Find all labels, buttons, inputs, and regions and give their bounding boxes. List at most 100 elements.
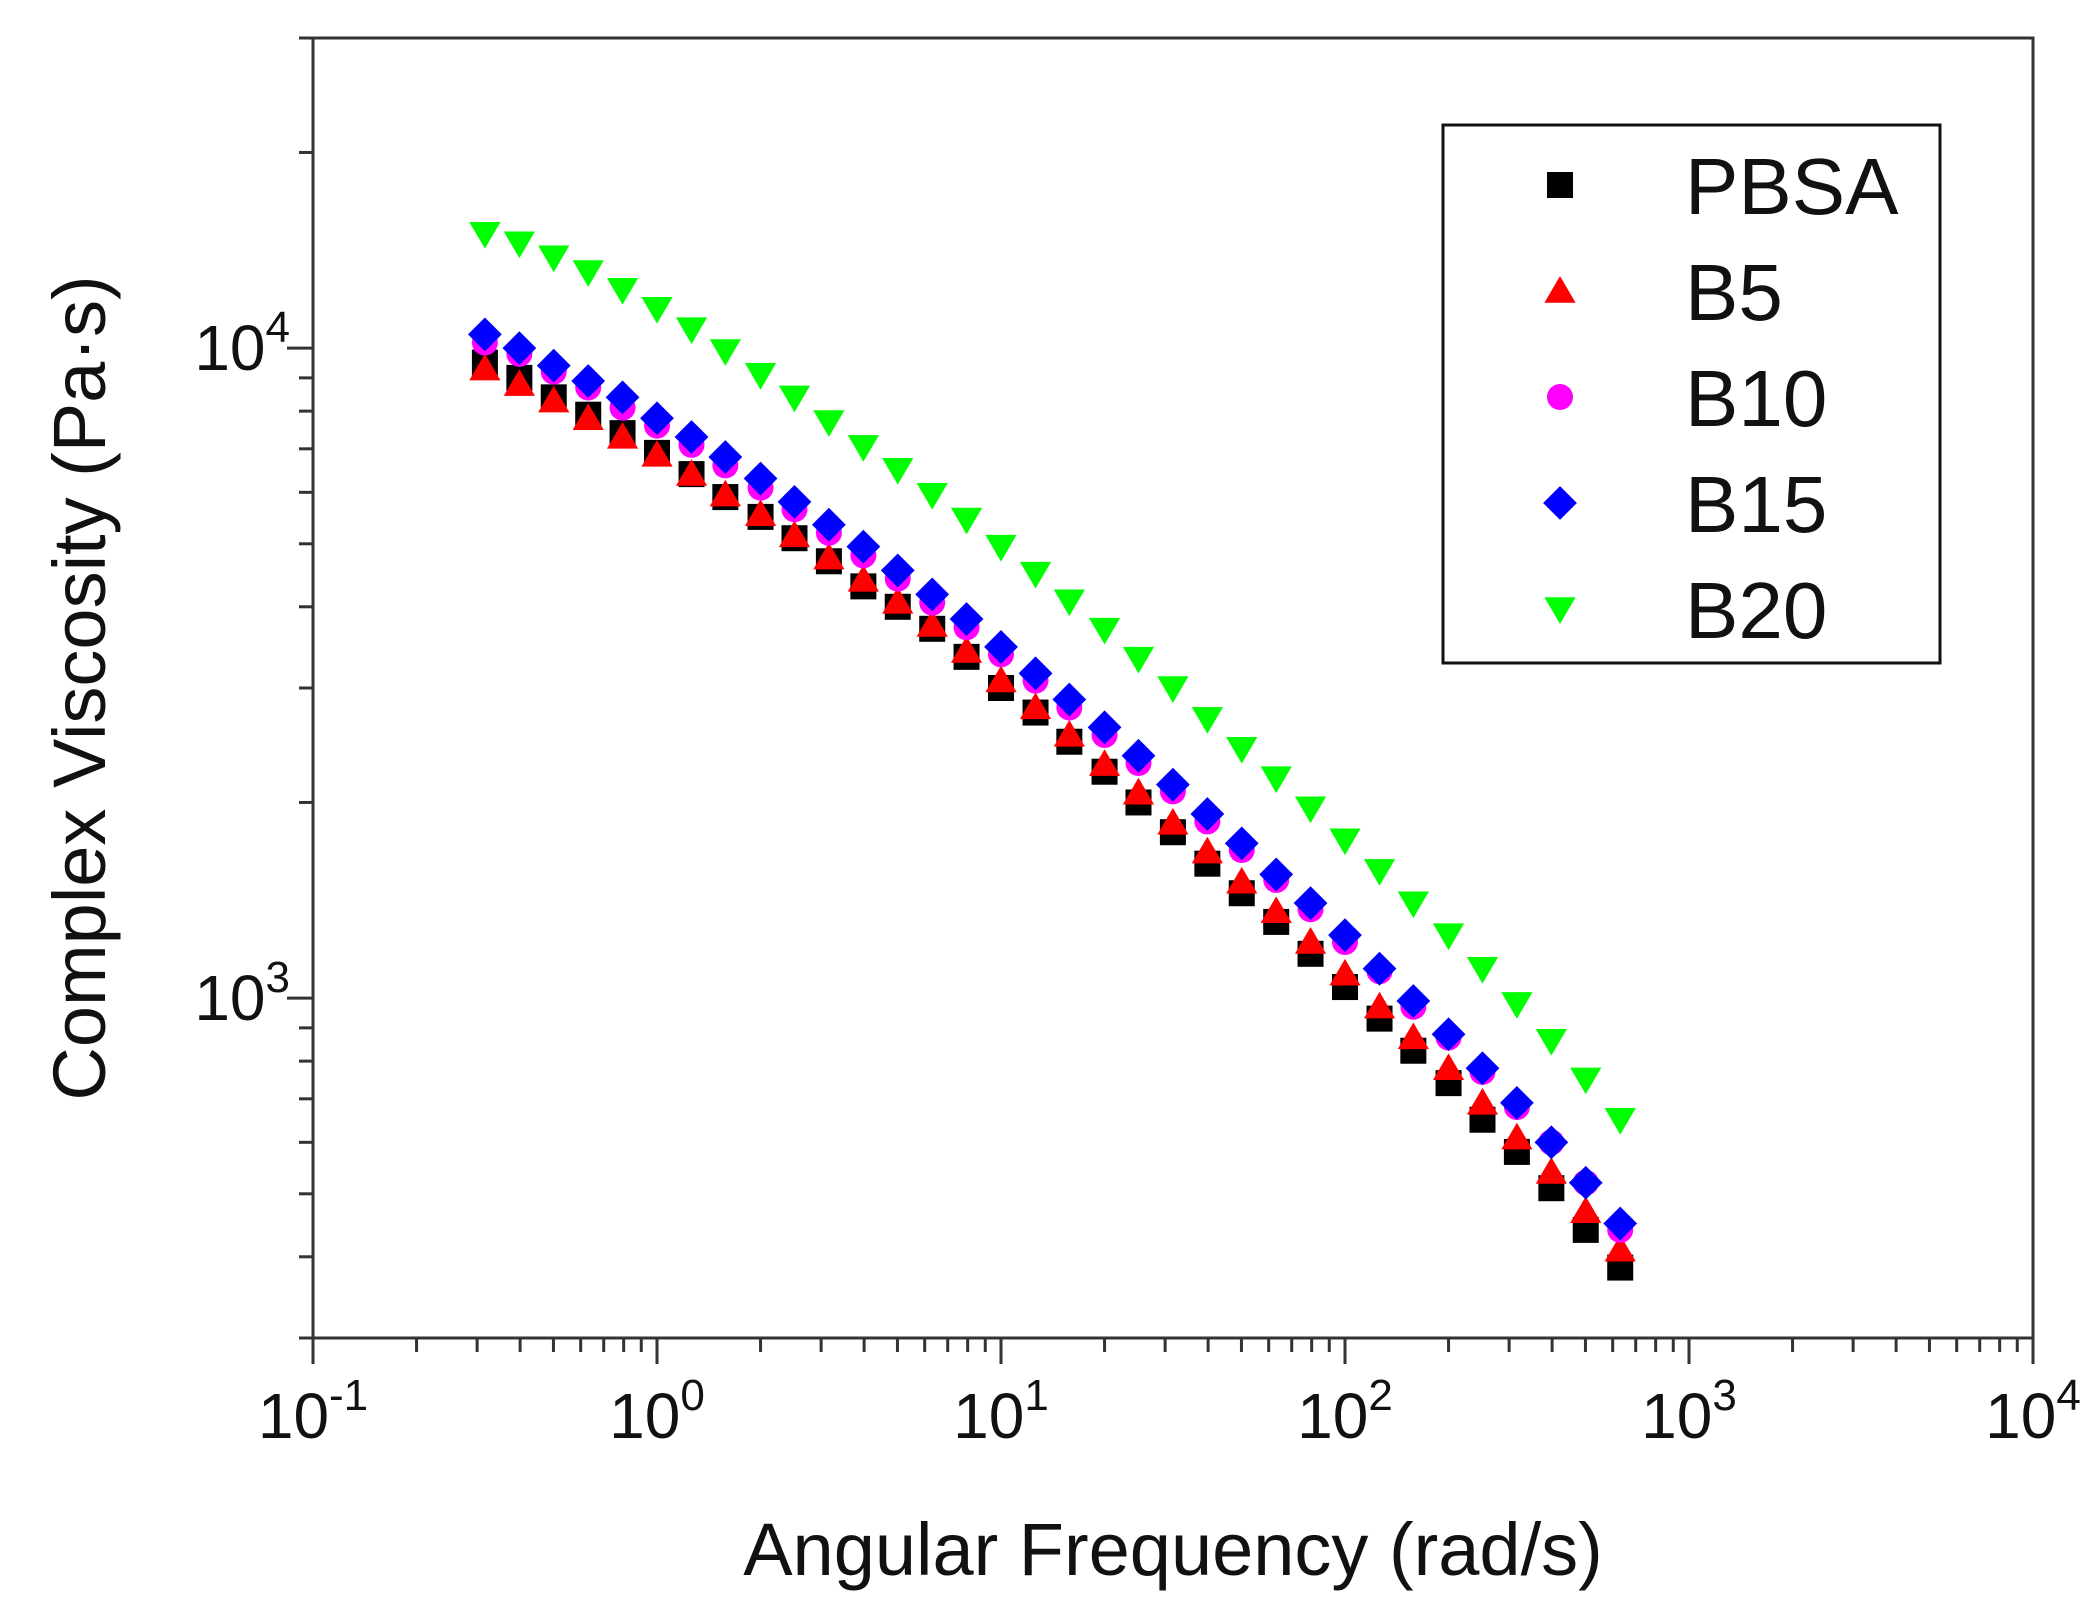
data-point-b15 xyxy=(880,553,915,588)
data-point-b5 xyxy=(1466,1087,1499,1115)
data-point-b15 xyxy=(984,630,1018,664)
data-point-b5 xyxy=(1432,1053,1465,1080)
data-point-b5 xyxy=(778,520,811,548)
data-point-b15 xyxy=(1155,767,1190,802)
data-point-b20 xyxy=(1122,646,1155,674)
data-point-b5 xyxy=(813,542,845,570)
data-point-b20 xyxy=(1570,1067,1602,1095)
data-point-b20 xyxy=(813,410,845,437)
data-point-b20 xyxy=(641,296,673,324)
data-point-b20 xyxy=(1535,1029,1567,1056)
data-point-b15 xyxy=(640,401,674,436)
legend-label-pbsa: PBSA xyxy=(1685,142,1899,231)
data-point-b5 xyxy=(641,439,673,467)
data-point-b5 xyxy=(1122,777,1155,805)
data-point-b5 xyxy=(950,636,983,663)
legend: PBSA B5 B10 B15 B20 xyxy=(1441,123,1942,665)
data-point-b5 xyxy=(503,369,535,396)
data-point-b20 xyxy=(1363,859,1396,886)
legend-label-b5: B5 xyxy=(1685,248,1783,337)
y-axis-title: Complex Viscosity (Pa·s) xyxy=(38,275,121,1100)
data-point-b5 xyxy=(606,422,639,449)
data-point-b5 xyxy=(1019,692,1052,720)
data-point-b15 xyxy=(605,380,640,415)
data-point-b20 xyxy=(1019,561,1052,589)
data-point-b20 xyxy=(1157,676,1189,703)
data-point-b20 xyxy=(1260,766,1292,794)
data-point-b15 xyxy=(949,602,984,636)
data-point-b15 xyxy=(571,364,606,398)
data-point-b5 xyxy=(469,353,501,381)
data-point-b5 xyxy=(1329,958,1361,986)
x-tick-label: 104 xyxy=(1985,1371,2081,1452)
data-point-b15 xyxy=(1431,1017,1466,1052)
data-point-b5 xyxy=(1260,896,1292,924)
data-point-b20 xyxy=(1226,736,1258,764)
legend-marker-b15 xyxy=(1543,486,1577,520)
data-point-b20 xyxy=(778,385,811,413)
data-point-b20 xyxy=(985,534,1017,562)
legend-label-b15: B15 xyxy=(1685,460,1827,549)
legend-marker-b20 xyxy=(1544,597,1576,624)
data-point-b20 xyxy=(847,435,879,462)
data-point-b15 xyxy=(1293,886,1328,921)
data-point-b15 xyxy=(1018,656,1053,691)
data-point-b15 xyxy=(708,440,743,474)
data-point-b15 xyxy=(777,485,812,519)
legend-marker-b5 xyxy=(1544,276,1576,303)
data-point-b15 xyxy=(1259,857,1294,892)
data-point-b15 xyxy=(1224,826,1259,861)
data-point-b20 xyxy=(469,221,501,249)
data-point-b20 xyxy=(606,277,639,305)
data-point-b5 xyxy=(1363,991,1396,1019)
data-point-b15 xyxy=(1362,951,1397,986)
data-point-b20 xyxy=(882,458,914,485)
data-point-b15 xyxy=(1603,1206,1638,1241)
data-point-b5 xyxy=(1501,1122,1533,1150)
data-point-b5 xyxy=(1053,720,1085,747)
axis-ticks xyxy=(287,36,2035,1364)
data-point-b5 xyxy=(1535,1157,1567,1184)
x-axis-title: Angular Frequency (rad/s) xyxy=(743,1508,1603,1591)
data-point-b15 xyxy=(674,420,709,454)
data-point-b20 xyxy=(675,317,708,344)
legend-label-b20: B20 xyxy=(1685,566,1827,655)
legend-label-b10: B10 xyxy=(1685,354,1827,443)
data-point-b5 xyxy=(847,564,879,592)
data-point-b15 xyxy=(1396,984,1431,1018)
y-tick-label: 103 xyxy=(194,953,290,1034)
data-point-b15 xyxy=(467,317,502,352)
data-point-b20 xyxy=(1191,707,1223,734)
x-tick-label: 103 xyxy=(1641,1371,1737,1452)
data-point-b20 xyxy=(950,507,983,535)
data-point-b15 xyxy=(743,461,778,496)
x-tick-label: 10-1 xyxy=(258,1371,368,1452)
data-point-b5 xyxy=(1157,807,1189,835)
data-point-b20 xyxy=(709,339,741,366)
data-point-b5 xyxy=(1294,927,1327,954)
data-point-b5 xyxy=(1088,749,1121,776)
data-point-b5 xyxy=(1570,1196,1602,1223)
series-b20 xyxy=(469,221,1636,1135)
data-point-b15 xyxy=(1534,1125,1569,1160)
legend-box xyxy=(1441,123,1942,665)
data-point-b20 xyxy=(1501,992,1533,1019)
data-point-b5 xyxy=(744,499,777,527)
y-tick-label: 104 xyxy=(194,303,290,384)
y-tick-labels: 103 104 xyxy=(194,303,290,1034)
data-point-b20 xyxy=(572,260,604,287)
data-point-b15 xyxy=(1087,710,1122,745)
data-point-b5 xyxy=(538,385,570,413)
x-tick-label: 102 xyxy=(1297,1371,1393,1452)
data-point-b5 xyxy=(985,665,1017,693)
data-point-b20 xyxy=(538,245,570,273)
data-point-b15 xyxy=(1121,738,1156,773)
data-point-b5 xyxy=(572,403,604,430)
data-point-b5 xyxy=(675,459,708,486)
series-b5 xyxy=(469,353,1636,1262)
legend-marker-pbsa xyxy=(1547,172,1573,198)
x-tick-label: 101 xyxy=(953,1371,1049,1452)
data-point-b5 xyxy=(1191,836,1223,864)
x-tick-label: 100 xyxy=(609,1371,705,1452)
